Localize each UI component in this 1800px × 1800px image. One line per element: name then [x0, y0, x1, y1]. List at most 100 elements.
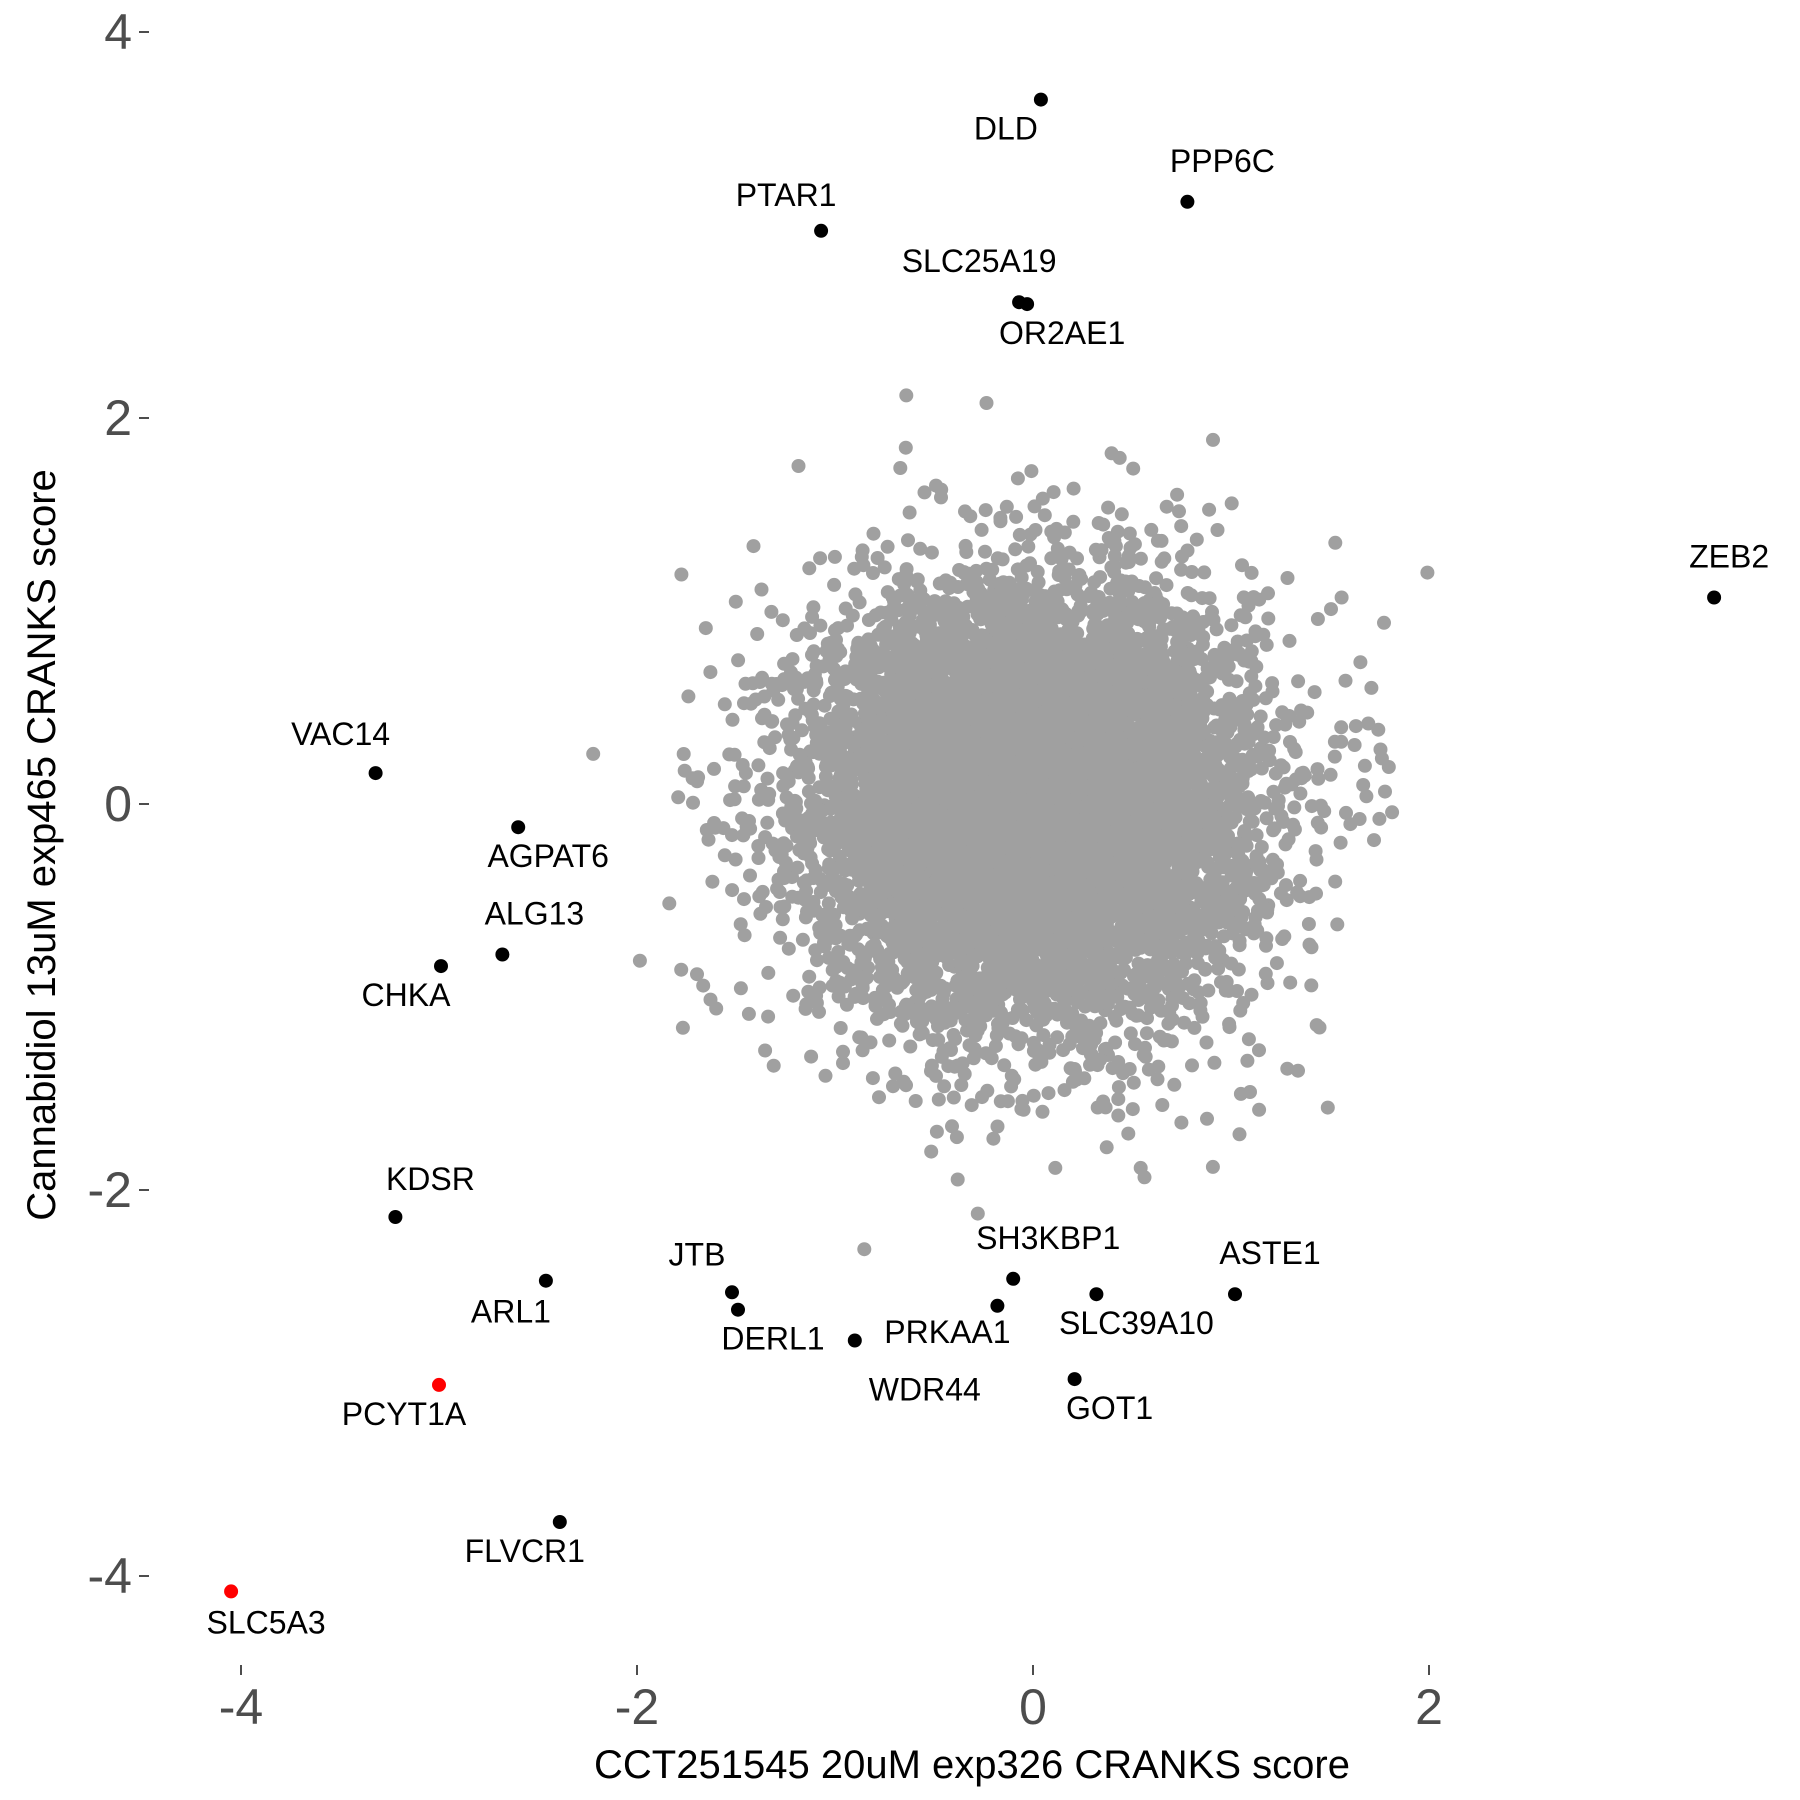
- background-point: [1245, 814, 1260, 829]
- background-point: [827, 577, 842, 592]
- background-point: [803, 626, 817, 640]
- background-point: [760, 771, 775, 786]
- background-point: [1200, 1111, 1214, 1126]
- background-point: [937, 1079, 952, 1094]
- background-point: [1035, 1104, 1050, 1119]
- background-point: [857, 1242, 872, 1257]
- background-point: [703, 665, 718, 680]
- background-point: [1101, 500, 1116, 515]
- background-point: [813, 551, 828, 566]
- background-point: [1356, 778, 1371, 792]
- background-point: [761, 965, 776, 980]
- background-point: [1008, 542, 1023, 557]
- background-point: [737, 928, 752, 943]
- background-point: [1008, 1029, 1023, 1044]
- background-point: [1347, 738, 1362, 752]
- background-point: [970, 1206, 985, 1221]
- background-point: [817, 698, 832, 713]
- background-point: [805, 609, 820, 624]
- background-point: [1066, 481, 1081, 496]
- background-point: [1177, 1015, 1192, 1030]
- background-point: [1174, 1115, 1189, 1130]
- background-point: [1185, 1058, 1199, 1073]
- background-point: [1229, 674, 1244, 689]
- background-point: [1010, 471, 1025, 486]
- background-point: [1275, 705, 1290, 720]
- background-point: [766, 1058, 781, 1073]
- background-point: [1420, 565, 1435, 580]
- background-point: [1265, 676, 1280, 691]
- background-point: [1244, 565, 1259, 580]
- background-point: [1167, 1077, 1182, 1092]
- background-point: [725, 712, 740, 727]
- background-point: [1205, 1159, 1220, 1174]
- background-point: [768, 730, 782, 745]
- background-point: [802, 969, 817, 984]
- background-point: [913, 541, 928, 556]
- background-point: [1174, 562, 1189, 577]
- background-point: [836, 1044, 850, 1059]
- background-point: [1125, 1102, 1140, 1117]
- background-point: [833, 1021, 848, 1035]
- background-point: [1021, 539, 1036, 554]
- background-point: [1099, 1140, 1114, 1155]
- background-point: [1144, 522, 1159, 537]
- background-point: [1311, 771, 1326, 786]
- background-point: [1111, 1092, 1126, 1107]
- background-point: [1288, 745, 1303, 760]
- background-point: [888, 1066, 903, 1081]
- background-point: [754, 582, 769, 597]
- background-point: [1203, 670, 1217, 685]
- background-point: [902, 505, 917, 520]
- background-point: [818, 769, 833, 784]
- background-point: [829, 632, 843, 647]
- background-point: [1381, 760, 1396, 774]
- background-point: [750, 627, 765, 641]
- background-point: [1189, 532, 1204, 547]
- background-point: [675, 1020, 690, 1035]
- background-point: [1278, 837, 1293, 852]
- background-point: [1254, 840, 1269, 854]
- background-point: [1172, 504, 1186, 519]
- background-point: [1243, 1085, 1257, 1099]
- background-point: [978, 544, 992, 559]
- background-point: [733, 981, 748, 996]
- background-point: [752, 889, 767, 904]
- background-point: [662, 896, 677, 911]
- background-point: [986, 1131, 1001, 1146]
- background-point: [761, 1009, 776, 1024]
- background-point: [812, 980, 827, 995]
- background-point: [790, 860, 805, 875]
- background-point: [1111, 1080, 1126, 1095]
- background-point: [1257, 795, 1272, 810]
- background-point: [821, 896, 836, 911]
- background-point: [1026, 1088, 1041, 1103]
- background-point: [957, 1067, 972, 1081]
- background-point: [999, 499, 1014, 514]
- background-point: [1280, 1061, 1295, 1076]
- background-point: [1122, 526, 1137, 541]
- background-point: [813, 885, 828, 900]
- background-point: [1121, 1126, 1136, 1141]
- background-point: [707, 761, 721, 776]
- background-point: [1274, 758, 1289, 773]
- background-point: [924, 545, 939, 560]
- background-point: [801, 984, 816, 999]
- background-point: [1293, 873, 1308, 888]
- background-point: [1127, 537, 1142, 552]
- background-point: [901, 533, 915, 548]
- background-point: [1343, 817, 1358, 832]
- background-point: [1139, 1026, 1154, 1041]
- background-point: [674, 567, 689, 582]
- background-point: [946, 1028, 961, 1042]
- background-point: [691, 770, 706, 785]
- background-points-layer: [586, 388, 1435, 1257]
- background-point: [801, 784, 816, 799]
- background-point: [1150, 1072, 1165, 1087]
- background-point: [1309, 886, 1323, 901]
- background-point: [852, 1030, 867, 1045]
- background-point: [1252, 1102, 1267, 1117]
- background-point: [863, 1035, 878, 1050]
- background-point: [1184, 565, 1199, 579]
